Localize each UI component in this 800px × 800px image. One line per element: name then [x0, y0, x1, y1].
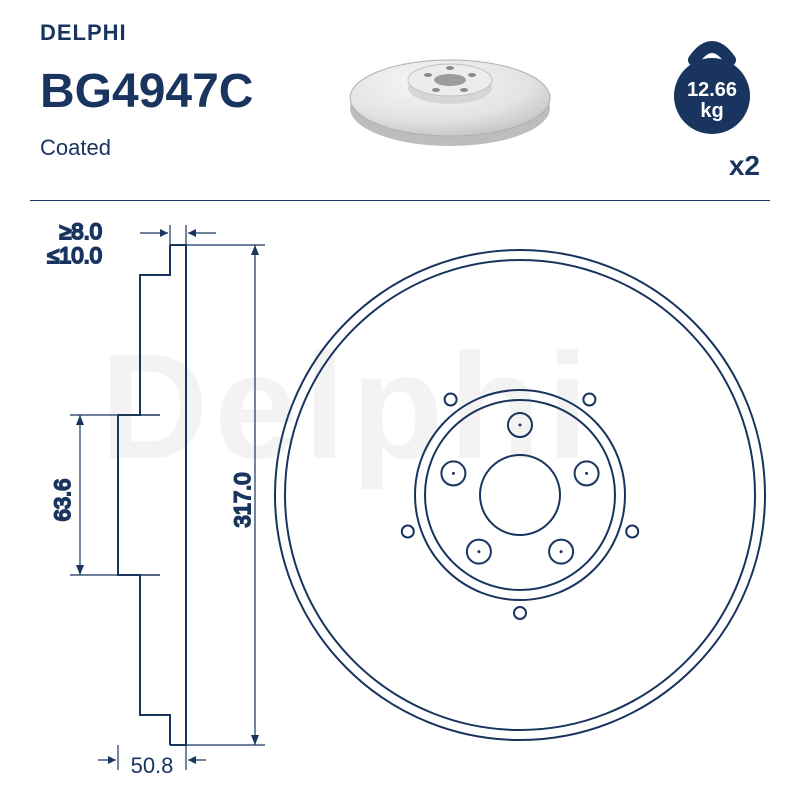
technical-drawing: ≥8.0 ≤10.0 63.6 317.0 [30, 215, 770, 775]
dim-max-thickness: ≤10.0 [47, 243, 102, 268]
quantity-label: x2 [729, 150, 760, 182]
front-face [275, 250, 765, 740]
weight-badge: 12.66kg [664, 38, 760, 134]
header-divider [30, 200, 770, 201]
dim-min-thickness: ≥8.0 [59, 219, 102, 244]
dim-center-bore: 63.6 [50, 479, 75, 522]
dim-diameter: 317.0 [230, 472, 255, 527]
product-render [340, 30, 560, 160]
weight-value: 12.66kg [664, 80, 760, 122]
dim-hat-width-text: 50.8 [131, 753, 174, 775]
header: DELPHI BG4947C Coated 1 [40, 20, 760, 190]
